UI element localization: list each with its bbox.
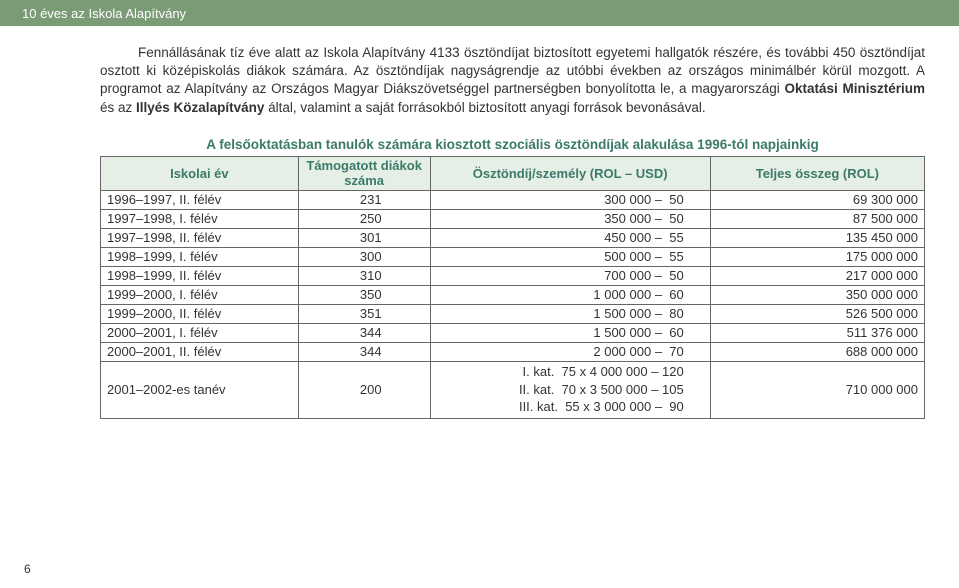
para-bold-1: Oktatási Minisztérium: [785, 81, 926, 96]
th-count: Támogatott diákok száma: [298, 156, 430, 190]
cell-c2: 344: [298, 323, 430, 342]
cell-c2: 200: [298, 361, 430, 418]
cell-c3: 350 000 – 50: [430, 209, 710, 228]
para-tail: által, valamint a saját forrásokból bizt…: [264, 100, 705, 115]
cell-c3: 300 000 – 50: [430, 190, 710, 209]
cell-c4: 526 500 000: [710, 304, 924, 323]
cell-c3: 450 000 – 55: [430, 228, 710, 247]
table-row: 1999–2000, II. félév3511 500 000 – 80526…: [101, 304, 925, 323]
table-row: 1997–1998, I. félév250350 000 – 5087 500…: [101, 209, 925, 228]
para-bold-2: Illyés Közalapítvány: [136, 100, 264, 115]
page-number: 6: [24, 562, 31, 576]
table-row: 1998–1999, I. félév300500 000 – 55175 00…: [101, 247, 925, 266]
cell-c4: 87 500 000: [710, 209, 924, 228]
cell-c3: 1 500 000 – 80: [430, 304, 710, 323]
table-row: 1999–2000, I. félév3501 000 000 – 60350 …: [101, 285, 925, 304]
cell-c1: 2001–2002-es tanév: [101, 361, 299, 418]
table-row: 2000–2001, II. félév3442 000 000 – 70688…: [101, 342, 925, 361]
cell-c2: 344: [298, 342, 430, 361]
cell-c4: 217 000 000: [710, 266, 924, 285]
cell-c4: 710 000 000: [710, 361, 924, 418]
cell-c1: 1998–1999, II. félév: [101, 266, 299, 285]
table-row: 2000–2001, I. félév3441 500 000 – 60511 …: [101, 323, 925, 342]
cell-c2: 351: [298, 304, 430, 323]
table-row: 1996–1997, II. félév231300 000 – 5069 30…: [101, 190, 925, 209]
cell-c3: 1 500 000 – 60: [430, 323, 710, 342]
cell-c1: 2000–2001, II. félév: [101, 342, 299, 361]
content-area: Fennállásának tíz éve alatt az Iskola Al…: [0, 26, 959, 419]
cell-c1: 1999–2000, I. félév: [101, 285, 299, 304]
para-mid: és az: [100, 100, 136, 115]
body-paragraph: Fennállásának tíz éve alatt az Iskola Al…: [100, 44, 925, 117]
cell-c1: 1997–1998, I. félév: [101, 209, 299, 228]
scholarship-table: Iskolai év Támogatott diákok száma Ösztö…: [100, 156, 925, 419]
cell-c4: 69 300 000: [710, 190, 924, 209]
cell-c3: 2 000 000 – 70: [430, 342, 710, 361]
cell-c4: 135 450 000: [710, 228, 924, 247]
page-header-title: 10 éves az Iskola Alapítvány: [22, 6, 186, 21]
th-amount: Ösztöndíj/személy (ROL – USD): [430, 156, 710, 190]
cell-c3: I. kat. 75 x 4 000 000 – 120 II. kat. 70…: [430, 361, 710, 418]
table-row-last: 2001–2002-es tanév200I. kat. 75 x 4 000 …: [101, 361, 925, 418]
table-row: 1997–1998, II. félév301450 000 – 55135 4…: [101, 228, 925, 247]
cell-c4: 511 376 000: [710, 323, 924, 342]
cell-c1: 1997–1998, II. félév: [101, 228, 299, 247]
cell-c4: 175 000 000: [710, 247, 924, 266]
cell-c2: 300: [298, 247, 430, 266]
table-title: A felsőoktatásban tanulók számára kioszt…: [100, 131, 925, 152]
cell-c1: 2000–2001, I. félév: [101, 323, 299, 342]
cell-c2: 250: [298, 209, 430, 228]
cell-c2: 350: [298, 285, 430, 304]
cell-c3: 500 000 – 55: [430, 247, 710, 266]
cell-c4: 688 000 000: [710, 342, 924, 361]
cell-c1: 1998–1999, I. félév: [101, 247, 299, 266]
cell-c2: 301: [298, 228, 430, 247]
cell-c3: 700 000 – 50: [430, 266, 710, 285]
cell-c1: 1999–2000, II. félév: [101, 304, 299, 323]
cell-c2: 231: [298, 190, 430, 209]
page-header: 10 éves az Iskola Alapítvány: [0, 0, 959, 26]
th-total: Teljes összeg (ROL): [710, 156, 924, 190]
cell-c1: 1996–1997, II. félév: [101, 190, 299, 209]
cell-c2: 310: [298, 266, 430, 285]
th-year: Iskolai év: [101, 156, 299, 190]
cell-c4: 350 000 000: [710, 285, 924, 304]
cell-c3: 1 000 000 – 60: [430, 285, 710, 304]
table-row: 1998–1999, II. félév310700 000 – 50217 0…: [101, 266, 925, 285]
table-header-row: Iskolai év Támogatott diákok száma Ösztö…: [101, 156, 925, 190]
